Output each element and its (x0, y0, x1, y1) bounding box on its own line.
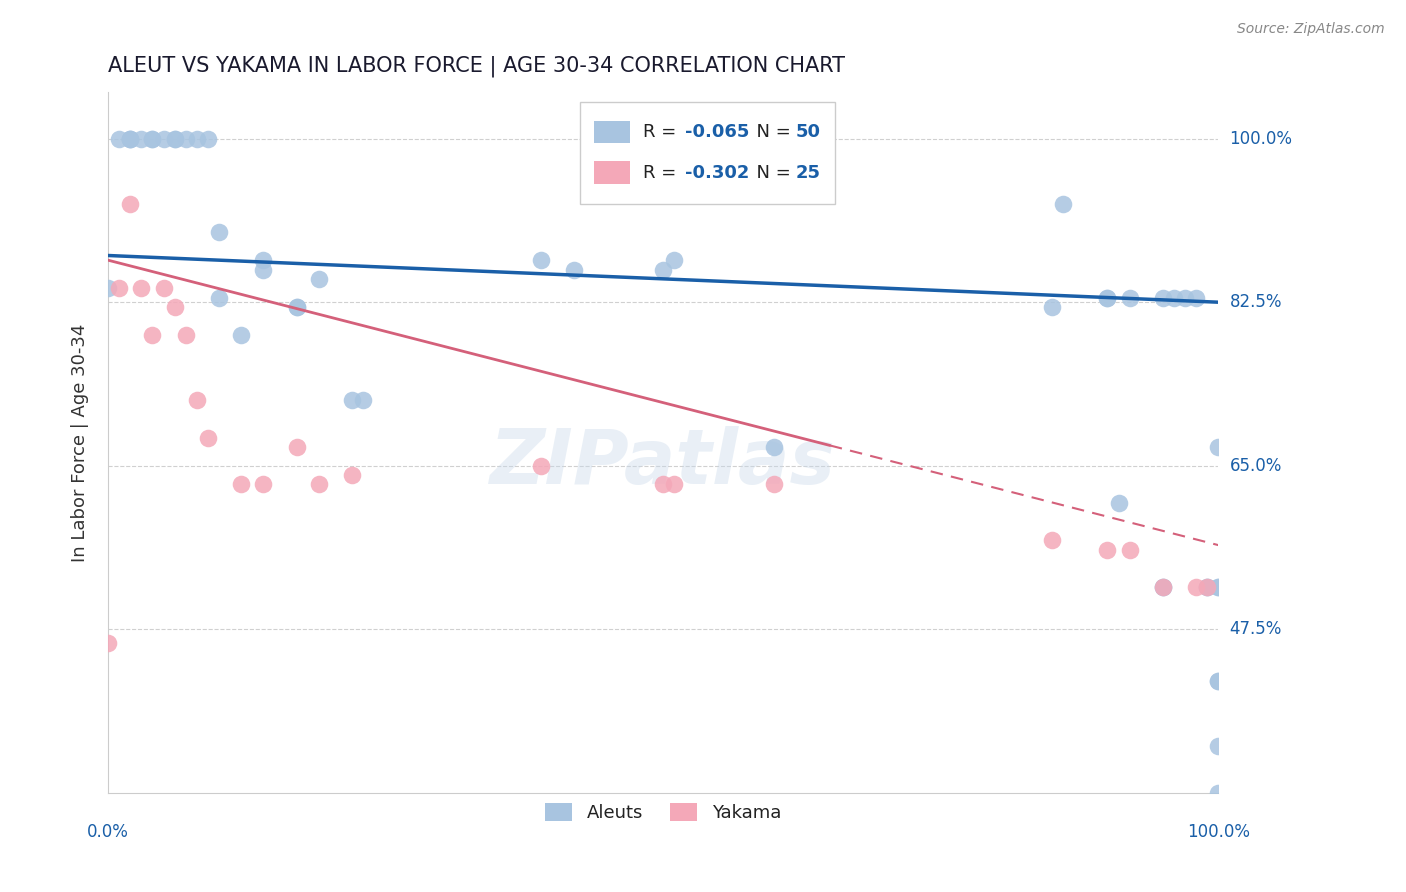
Point (1118, 291, 1140, 305)
Point (231, 477, 253, 491)
Point (664, 253, 686, 268)
Point (1040, 533, 1063, 548)
Point (285, 300, 308, 314)
Point (1097, 291, 1119, 305)
Point (152, 131, 174, 145)
Point (342, 393, 364, 408)
Point (141, 131, 163, 145)
Point (197, 131, 219, 145)
Point (308, 477, 330, 491)
Y-axis label: In Labor Force | Age 30-34: In Labor Force | Age 30-34 (72, 323, 89, 562)
Text: 25: 25 (796, 163, 820, 182)
Point (530, 458, 553, 473)
Point (1097, 291, 1119, 305)
Point (1185, 291, 1208, 305)
Point (163, 131, 186, 145)
Point (1185, 580, 1208, 594)
Text: ALEUT VS YAKAMA IN LABOR FORCE | AGE 30-34 CORRELATION CHART: ALEUT VS YAKAMA IN LABOR FORCE | AGE 30-… (108, 55, 845, 77)
Text: ZIPatlas: ZIPatlas (491, 426, 837, 500)
FancyBboxPatch shape (595, 161, 630, 184)
Legend: Aleuts, Yakama: Aleuts, Yakama (538, 796, 789, 830)
Point (1174, 291, 1197, 305)
Point (97, 636, 120, 650)
Text: 82.5%: 82.5% (1230, 293, 1282, 311)
Text: Source: ZipAtlas.com: Source: ZipAtlas.com (1237, 22, 1385, 37)
Point (108, 281, 131, 295)
Point (1052, 197, 1074, 211)
Point (1208, 673, 1230, 688)
Point (186, 131, 208, 145)
Point (197, 431, 219, 445)
Point (1152, 580, 1174, 594)
Point (530, 253, 553, 268)
Text: R =: R = (643, 123, 682, 141)
Point (1118, 542, 1140, 557)
Text: 0.0%: 0.0% (87, 823, 129, 841)
Point (1108, 496, 1130, 510)
Point (564, 262, 586, 277)
Point (1097, 542, 1119, 557)
Point (652, 477, 675, 491)
Point (664, 477, 686, 491)
Point (174, 131, 197, 145)
Point (1152, 291, 1174, 305)
Point (186, 393, 208, 408)
Point (1152, 580, 1174, 594)
Point (763, 477, 786, 491)
Text: 47.5%: 47.5% (1230, 620, 1282, 639)
Point (763, 440, 786, 454)
Point (252, 262, 274, 277)
Point (252, 253, 274, 268)
Point (1163, 291, 1185, 305)
Point (163, 300, 186, 314)
Point (1208, 580, 1230, 594)
Text: 65.0%: 65.0% (1230, 457, 1282, 475)
Point (308, 272, 330, 286)
Text: N =: N = (745, 123, 797, 141)
Point (1208, 786, 1230, 800)
Point (1197, 580, 1219, 594)
Point (285, 440, 308, 454)
Point (252, 477, 274, 491)
Point (131, 131, 153, 145)
Point (120, 197, 142, 211)
Point (1040, 300, 1063, 314)
Text: -0.065: -0.065 (686, 123, 749, 141)
Point (141, 131, 163, 145)
Point (141, 327, 163, 342)
Point (1208, 739, 1230, 753)
Point (108, 131, 131, 145)
Text: 100.0%: 100.0% (1230, 129, 1292, 148)
Point (1208, 440, 1230, 454)
Point (1197, 580, 1219, 594)
Point (120, 131, 142, 145)
Point (1197, 580, 1219, 594)
Point (120, 131, 142, 145)
Text: 100.0%: 100.0% (1187, 823, 1250, 841)
Point (1208, 580, 1230, 594)
Point (97, 281, 120, 295)
Point (285, 300, 308, 314)
Point (652, 262, 675, 277)
FancyBboxPatch shape (579, 103, 835, 204)
Point (152, 281, 174, 295)
FancyBboxPatch shape (595, 120, 630, 143)
Point (1208, 673, 1230, 688)
Point (342, 468, 364, 483)
Point (208, 225, 231, 239)
Point (231, 327, 253, 342)
Text: -0.302: -0.302 (686, 163, 749, 182)
Text: 50: 50 (796, 123, 820, 141)
Point (163, 131, 186, 145)
Text: N =: N = (745, 163, 797, 182)
Text: R =: R = (643, 163, 682, 182)
Point (131, 281, 153, 295)
Point (174, 327, 197, 342)
Point (208, 291, 231, 305)
Point (120, 131, 142, 145)
Point (352, 393, 374, 408)
Point (1152, 580, 1174, 594)
